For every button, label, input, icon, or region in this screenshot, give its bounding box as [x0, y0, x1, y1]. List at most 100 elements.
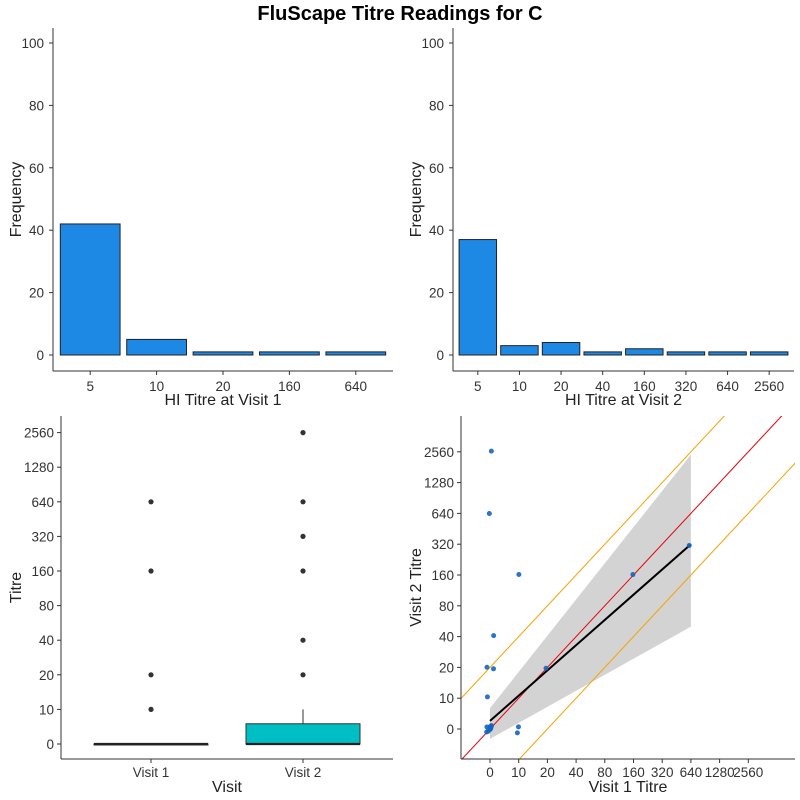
x-tick-label: 10	[511, 765, 526, 780]
histogram-bar	[583, 351, 622, 356]
y-tick-label: 1280	[24, 460, 54, 475]
y-axis-title: Titre	[8, 572, 25, 604]
figure-title: FluScape Titre Readings for C	[257, 3, 542, 25]
y-tick-label: 10	[439, 691, 454, 706]
y-tick-label: 1280	[424, 476, 454, 491]
panel-titre-boxplot: 0 10 20 40 80 160 320 640 1280 2560 Visit 1 Visit 2…	[8, 416, 393, 796]
box-outlier	[300, 568, 306, 574]
box-outlier	[300, 499, 306, 505]
scatter-point	[543, 665, 549, 671]
y-tick-label: 20	[39, 668, 54, 683]
y-tick-label: 20	[29, 286, 44, 301]
scatter-point	[514, 730, 520, 736]
box-outlier	[300, 533, 306, 540]
scatter-point	[630, 572, 636, 578]
y-tick-label: 2560	[24, 426, 54, 441]
scatter-point	[484, 664, 490, 670]
histogram-bar	[126, 338, 187, 356]
y-tick-label: 100	[21, 36, 44, 51]
y-tick-label: 80	[39, 599, 54, 614]
y-tick-label: 40	[39, 633, 54, 648]
x-tick-label: 2560	[733, 765, 763, 780]
histogram-bar	[500, 345, 539, 356]
y-tick-label: 320	[431, 537, 454, 552]
x-axis-title: Visit 1 Titre	[589, 779, 668, 796]
box-outlier	[300, 672, 306, 678]
box-outlier	[148, 672, 154, 678]
y-tick-label: 20	[429, 286, 444, 301]
scatter-point	[487, 726, 493, 732]
x-tick-label: 640	[716, 379, 739, 394]
y-axis-title: Frequency	[408, 162, 425, 238]
y-tick-label: 60	[429, 161, 444, 176]
x-axis-title: HI Titre at Visit 1	[164, 392, 281, 409]
histogram-bar	[59, 223, 121, 356]
histogram-bar	[541, 342, 581, 356]
upper-bound-line	[461, 416, 725, 700]
fit-line	[489, 543, 692, 722]
y-tick-label: 80	[439, 599, 454, 614]
scatter-point	[491, 633, 497, 639]
x-tick-label: 5	[474, 379, 482, 394]
y-axis-title: Visit 2 Titre	[408, 548, 425, 627]
y-tick-label: 40	[29, 223, 44, 238]
histogram-bar	[666, 351, 706, 356]
box-outlier	[148, 499, 154, 505]
confidence-band	[490, 454, 691, 739]
x-tick-label: 10	[512, 379, 527, 394]
histogram-bar	[458, 239, 498, 356]
scatter-point	[515, 724, 521, 730]
y-tick-label: 60	[29, 161, 44, 176]
y-tick-label: 0	[46, 737, 54, 752]
box-outlier	[148, 568, 154, 574]
x-tick-label: 40	[595, 379, 610, 394]
histogram-bar	[749, 351, 789, 356]
histogram-bar	[625, 348, 664, 356]
x-tick-label: 160	[278, 379, 301, 394]
x-tick-label: 1280	[705, 765, 735, 780]
histogram-bar	[325, 351, 387, 356]
scatter-point	[516, 571, 522, 577]
y-tick-label: 0	[36, 348, 44, 363]
x-tick-label: 20	[540, 765, 555, 780]
scatter-point	[484, 694, 490, 700]
y-tick-label: 10	[39, 702, 54, 717]
y-tick-label: 0	[436, 348, 444, 363]
scatter-point	[488, 448, 494, 454]
scatter-point	[491, 666, 497, 672]
x-tick-label: Visit 1	[133, 765, 170, 780]
x-tick-label: 640	[345, 379, 368, 394]
histogram-bar	[259, 351, 320, 356]
x-tick-label: Visit 2	[285, 765, 322, 780]
x-axis-title: Visit	[212, 779, 242, 796]
y-tick-label: 40	[439, 630, 454, 645]
histogram-bar	[708, 351, 747, 356]
x-tick-label: 0	[486, 765, 494, 780]
y-axis-title: Frequency	[8, 162, 25, 238]
x-tick-label: 20	[215, 379, 230, 394]
x-tick-label: 640	[680, 765, 703, 780]
x-tick-label: 2560	[754, 379, 784, 394]
y-tick-label: 80	[429, 98, 444, 113]
panel-visit1-histogram: 0 20 40 60 80 100 5 10 20 160 640 HI Titre at Visit…	[8, 28, 393, 409]
y-tick-label: 2560	[424, 445, 454, 460]
identity-line	[461, 416, 783, 759]
y-tick-label: 100	[421, 36, 444, 51]
y-tick-label: 320	[31, 529, 54, 544]
y-tick-label: 40	[429, 223, 444, 238]
y-tick-label: 80	[29, 98, 44, 113]
x-tick-label: 320	[651, 765, 674, 780]
scatter-point	[486, 511, 492, 517]
y-tick-label: 0	[446, 722, 454, 737]
box-outlier	[148, 706, 154, 713]
scatter-point	[686, 542, 692, 548]
x-tick-label: 10	[149, 379, 164, 394]
x-tick-label: 20	[554, 379, 569, 394]
x-tick-label: 5	[86, 379, 94, 394]
histogram-bar	[192, 351, 254, 356]
panel-visit2-histogram: 0 20 40 60 80 100 5 10 20 40 160 320 640 2560 HI Titre…	[408, 28, 794, 409]
x-tick-label: 40	[569, 765, 584, 780]
y-tick-label: 640	[431, 506, 454, 521]
